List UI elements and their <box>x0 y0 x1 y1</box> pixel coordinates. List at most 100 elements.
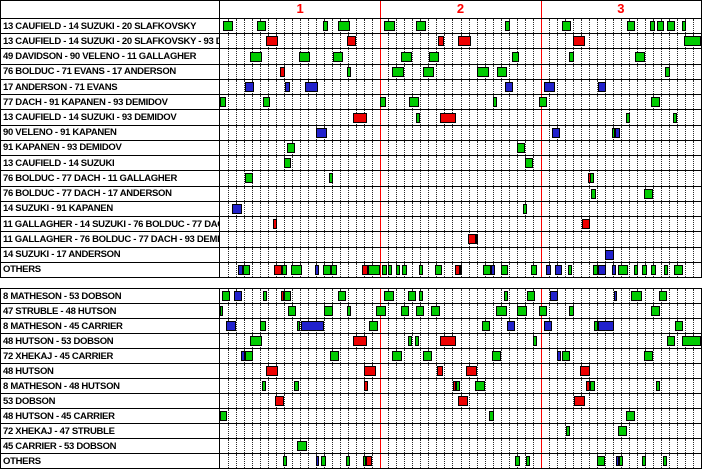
minute-gridline <box>324 319 326 333</box>
minute-gridline <box>588 394 590 408</box>
minute-gridline <box>604 454 606 468</box>
minute-gridline <box>684 95 686 110</box>
shift-block <box>533 336 538 346</box>
shift-block <box>543 82 556 93</box>
minute-gridline <box>612 379 614 393</box>
period-divider-line <box>540 232 542 247</box>
minute-gridline <box>468 409 470 423</box>
minute-gridline <box>388 125 390 140</box>
minute-gridline <box>492 171 494 186</box>
minute-gridline <box>412 379 414 393</box>
shift-block <box>551 127 560 138</box>
minute-gridline <box>316 34 318 49</box>
minute-gridline <box>548 334 550 348</box>
minute-gridline <box>620 349 622 363</box>
minute-gridline <box>324 439 326 453</box>
minute-gridline <box>572 319 574 333</box>
shift-block <box>296 441 307 451</box>
minute-gridline <box>580 49 582 64</box>
minute-gridline <box>244 247 246 262</box>
minute-gridline <box>356 232 358 247</box>
minute-gridline <box>500 424 502 438</box>
minute-gridline <box>436 171 438 186</box>
minute-gridline <box>476 304 478 318</box>
minute-gridline <box>292 409 294 423</box>
minute-gridline <box>268 379 270 393</box>
minute-gridline <box>260 379 262 393</box>
minute-gridline <box>692 95 694 110</box>
minute-gridline <box>452 232 454 247</box>
minute-gridline <box>276 201 278 217</box>
minute-gridline <box>452 364 454 378</box>
minute-gridline <box>444 247 446 262</box>
minute-gridline <box>452 439 454 453</box>
minute-gridline <box>660 125 662 140</box>
minute-gridline <box>260 247 262 262</box>
minute-gridline <box>276 247 278 262</box>
minute-gridline <box>580 232 582 247</box>
minute-gridline <box>652 454 654 468</box>
shift-block <box>333 51 343 62</box>
minute-gridline <box>564 394 566 408</box>
minute-gridline <box>428 289 430 303</box>
minute-gridline <box>468 247 470 262</box>
shift-block <box>347 306 352 316</box>
minute-gridline <box>356 409 358 423</box>
minute-gridline <box>556 409 558 423</box>
minute-gridline <box>260 156 262 171</box>
minute-gridline <box>468 454 470 468</box>
minute-gridline <box>460 64 462 79</box>
minute-gridline <box>660 64 662 79</box>
minute-gridline <box>484 95 486 110</box>
minute-gridline <box>628 379 630 393</box>
shift-block <box>233 291 242 301</box>
period-divider-line <box>540 217 542 232</box>
minute-gridline <box>532 19 534 34</box>
shift-block <box>300 321 325 331</box>
minute-gridline <box>364 19 366 34</box>
minute-gridline <box>636 454 638 468</box>
minute-gridline <box>332 95 334 110</box>
shift-block <box>284 82 290 93</box>
minute-gridline <box>428 110 430 125</box>
period-divider-line <box>380 232 382 247</box>
period-divider-line <box>540 454 542 468</box>
minute-gridline <box>444 156 446 171</box>
minute-gridline <box>628 156 630 171</box>
minute-gridline <box>444 454 446 468</box>
minute-gridline <box>292 34 294 49</box>
minute-gridline <box>396 171 398 186</box>
shift-block <box>263 291 268 301</box>
minute-gridline <box>292 349 294 363</box>
minute-gridline <box>356 304 358 318</box>
minute-gridline <box>564 64 566 79</box>
shift-block <box>272 219 277 230</box>
minute-gridline <box>348 79 350 95</box>
period-divider-line <box>380 394 382 408</box>
minute-gridline <box>404 232 406 247</box>
minute-gridline <box>636 379 638 393</box>
shift-row: 11 GALLAGHER - 14 SUZUKI - 76 BOLDUC - 7… <box>1 216 701 232</box>
minute-gridline <box>316 19 318 34</box>
minute-gridline <box>636 394 638 408</box>
minute-gridline <box>444 349 446 363</box>
shift-row: 77 DACH - 91 KAPANEN - 93 DEMIDOV <box>1 94 701 110</box>
minute-gridline <box>652 379 654 393</box>
minute-gridline <box>396 247 398 262</box>
minute-gridline <box>428 232 430 247</box>
minute-gridline <box>476 334 478 348</box>
minute-gridline <box>444 95 446 110</box>
minute-gridline <box>356 319 358 333</box>
minute-gridline <box>444 409 446 423</box>
minute-gridline <box>292 64 294 79</box>
minute-gridline <box>332 125 334 140</box>
minute-gridline <box>676 186 678 201</box>
minute-gridline <box>428 49 430 64</box>
shift-block <box>407 291 416 301</box>
minute-gridline <box>652 34 654 49</box>
minute-gridline <box>276 64 278 79</box>
minute-gridline <box>620 186 622 201</box>
shift-row: 13 CAUFIELD - 14 SUZUKI - 93 DEMIDOV <box>1 109 701 125</box>
minute-gridline <box>620 364 622 378</box>
minute-gridline <box>644 409 646 423</box>
